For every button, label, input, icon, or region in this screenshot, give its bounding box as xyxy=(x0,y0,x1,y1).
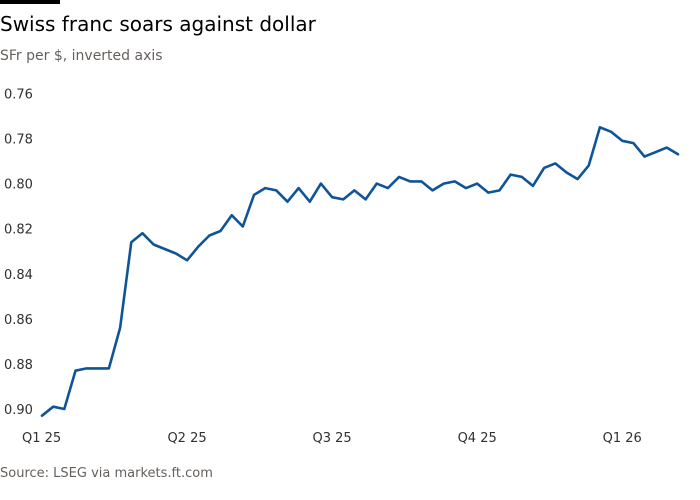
series-group xyxy=(40,126,680,418)
x-tick-label: Q2 25 xyxy=(167,431,206,446)
y-tick-label: 0.80 xyxy=(4,178,33,193)
x-tick-label: Q3 25 xyxy=(313,431,352,446)
chart-subtitle: SFr per $, inverted axis xyxy=(0,48,163,64)
series-line xyxy=(40,126,680,418)
y-tick-label: 0.86 xyxy=(4,313,33,328)
chart-title: Swiss franc soars against dollar xyxy=(0,12,316,36)
x-axis: Q1 25 Q2 25 Q3 25 Q4 25 Q1 26 xyxy=(22,431,642,446)
source-note: Source: LSEG via markets.ft.com xyxy=(0,466,213,481)
x-tick-label: Q1 26 xyxy=(603,431,642,446)
y-tick-label: 0.76 xyxy=(4,87,33,102)
y-axis: 0.76 0.78 0.80 0.82 0.84 0.86 0.88 0.90 xyxy=(4,87,33,417)
y-tick-label: 0.90 xyxy=(4,403,33,418)
brand-bar xyxy=(0,0,60,4)
y-tick-label: 0.88 xyxy=(4,358,33,373)
y-tick-label: 0.78 xyxy=(4,133,33,148)
x-tick-label: Q1 25 xyxy=(22,431,61,446)
x-tick-label: Q4 25 xyxy=(458,431,497,446)
y-tick-label: 0.84 xyxy=(4,268,33,283)
y-tick-label: 0.82 xyxy=(4,223,33,238)
